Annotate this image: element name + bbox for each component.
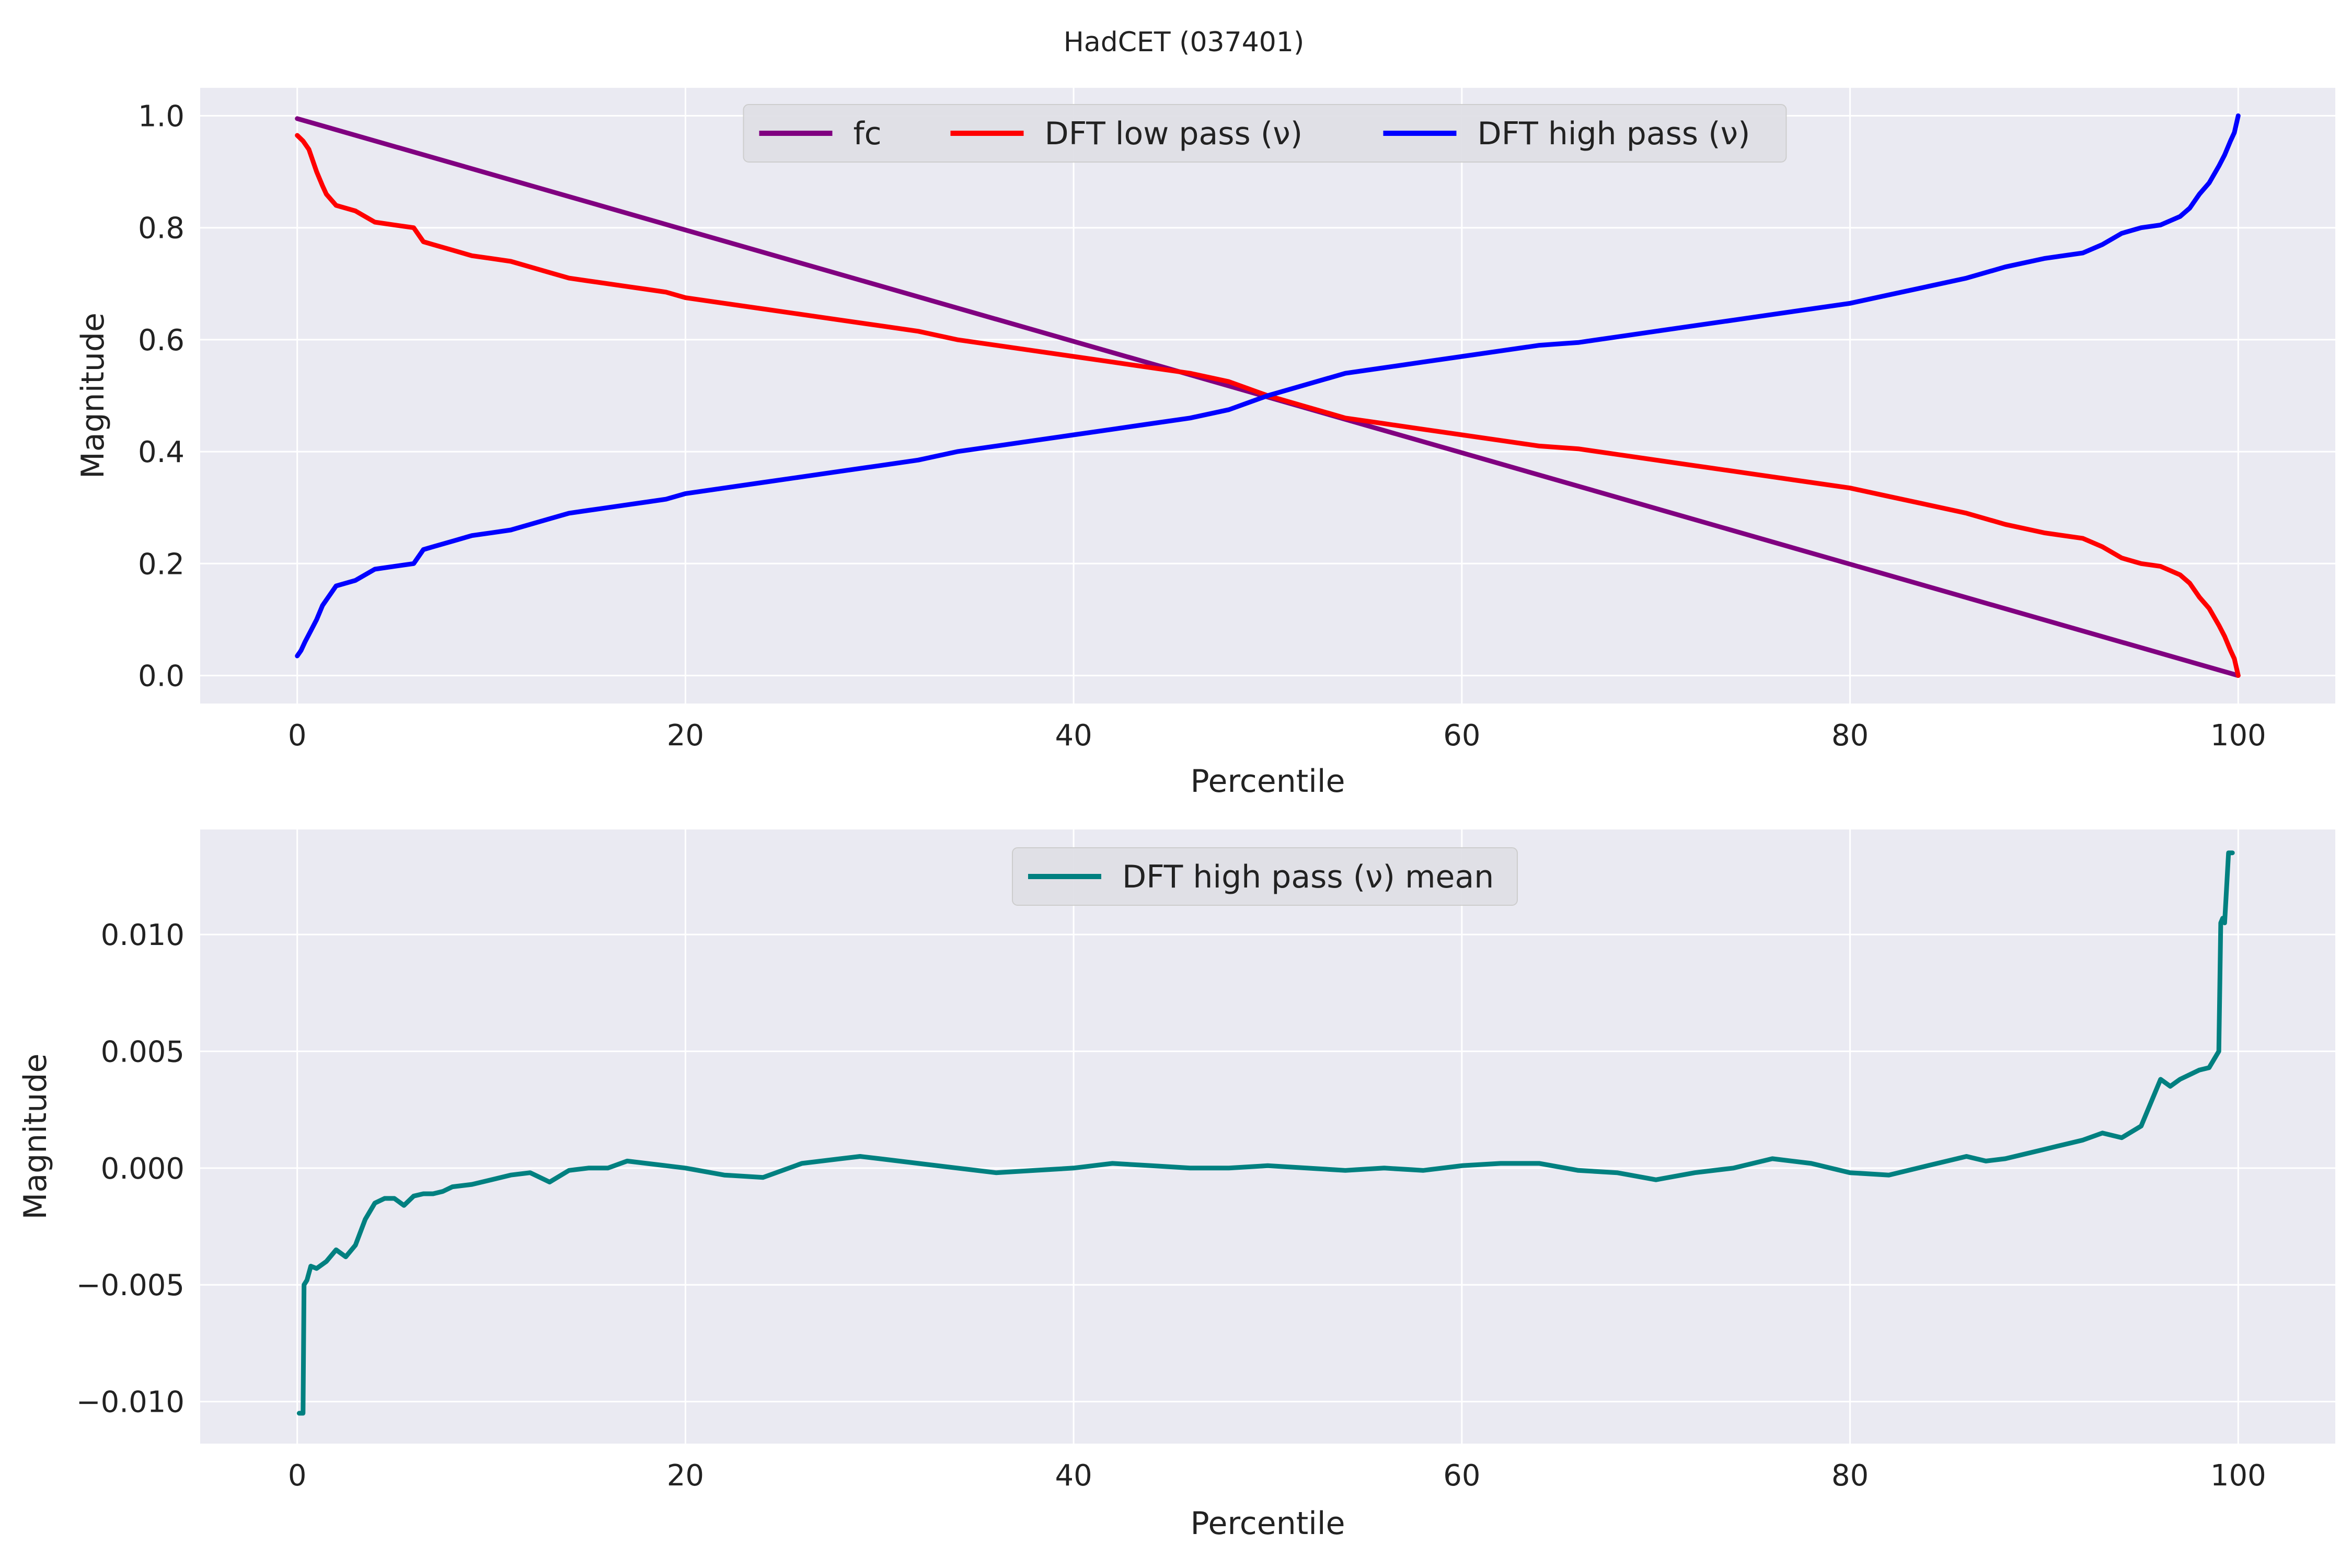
y-axis-label: Magnitude (17, 1054, 54, 1220)
x-tick-label: 0 (288, 1459, 307, 1493)
y-tick-label: −0.005 (76, 1269, 185, 1302)
y-tick-label: 0.000 (101, 1152, 185, 1186)
y-tick-label: 0.005 (101, 1035, 185, 1069)
legend: DFT high pass (ν) mean (1012, 847, 1518, 906)
legend-box (1012, 847, 1518, 906)
y-tick-label: −0.010 (76, 1386, 185, 1420)
x-tick-label: 60 (1443, 1459, 1480, 1493)
top-plot: 0 20 40 60 80 100 0.0 0.2 0.4 0.6 0.8 1.0 Percentile… (75, 88, 2335, 800)
legend-label: DFT high pass (ν) (1478, 116, 1750, 152)
y-tick-label: 0.2 (138, 547, 185, 581)
x-tick-label: 20 (667, 1459, 704, 1493)
legend-label: fc (854, 116, 882, 152)
grid (200, 829, 2335, 1444)
legend-box (743, 104, 1787, 163)
series-line-dft-high-pass (295, 113, 2241, 659)
figure-title: HadCET (037401) (1064, 27, 1305, 58)
y-tick-label: 0.0 (138, 659, 185, 693)
series-line-dft-low-pass (295, 133, 2241, 678)
x-axis-label: Percentile (1190, 1505, 1345, 1542)
y-axis-label: Magnitude (75, 313, 111, 479)
y-tick-label: 1.0 (138, 100, 185, 134)
x-axis-label: Percentile (1190, 763, 1345, 800)
x-tick-label: 100 (2210, 1459, 2266, 1493)
y-tick-label: 0.4 (138, 435, 185, 469)
legend: fc DFT low pass (ν) DFT high pass (ν) (743, 104, 1787, 163)
x-tick-label: 40 (1055, 1459, 1092, 1493)
legend-label: DFT low pass (ν) (1045, 116, 1303, 152)
x-tick-label: 100 (2210, 719, 2266, 753)
x-tick-label: 0 (288, 719, 307, 753)
series-line-dft-high-pass-mean (296, 850, 2235, 1416)
bottom-plot: 0 20 40 60 80 100 −0.010 −0.005 0.000 0.005 0.010 P… (17, 829, 2335, 1542)
x-tick-labels: 0 20 40 60 80 100 (288, 719, 2266, 753)
y-tick-labels: −0.010 −0.005 0.000 0.005 0.010 (76, 918, 185, 1420)
x-tick-label: 40 (1055, 719, 1092, 753)
x-tick-label: 60 (1443, 719, 1480, 753)
x-tick-label: 80 (1831, 1459, 1869, 1493)
y-tick-labels: 0.0 0.2 0.4 0.6 0.8 1.0 (138, 100, 185, 694)
x-tick-label: 80 (1831, 719, 1869, 753)
y-tick-label: 0.8 (138, 212, 185, 246)
y-tick-label: 0.6 (138, 324, 185, 358)
plot-area (200, 829, 2335, 1444)
y-tick-label: 0.010 (101, 918, 185, 952)
legend-label: DFT high pass (ν) mean (1122, 859, 1494, 895)
x-tick-labels: 0 20 40 60 80 100 (288, 1459, 2266, 1493)
x-tick-label: 20 (667, 719, 704, 753)
